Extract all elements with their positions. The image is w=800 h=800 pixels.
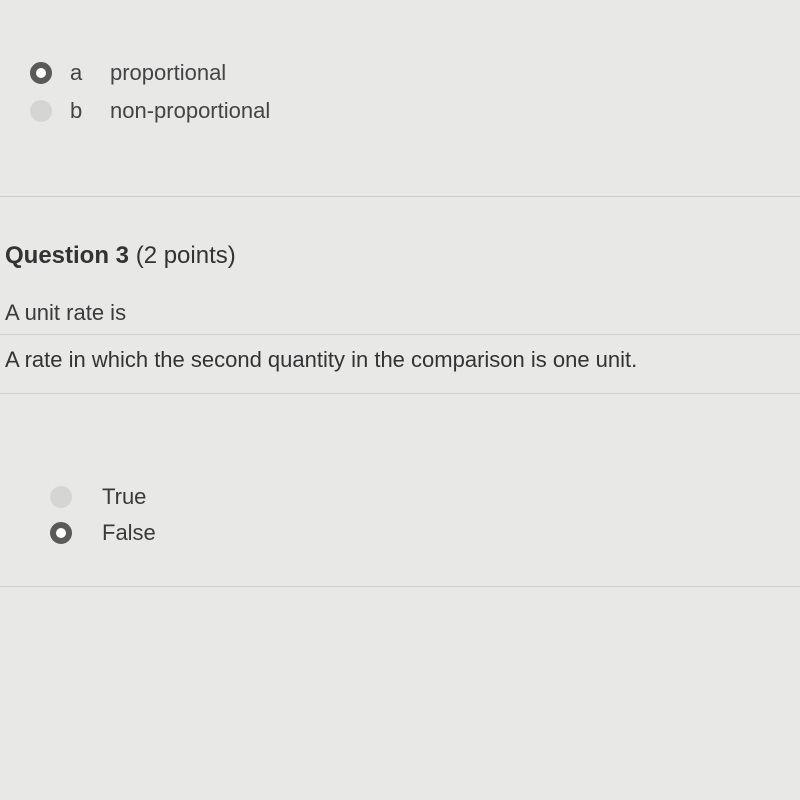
option-row-a[interactable]: a proportional [0, 60, 800, 86]
option-letter: b [70, 98, 110, 124]
true-false-answers: True False [0, 394, 800, 546]
answer-label: False [102, 520, 156, 546]
radio-unselected-icon[interactable] [30, 100, 52, 122]
previous-question-options: a proportional b non-proportional [0, 0, 800, 196]
answer-false[interactable]: False [50, 520, 800, 546]
radio-unselected-icon[interactable] [50, 486, 72, 508]
question-prompt: A unit rate is [0, 300, 800, 334]
question-statement: A rate in which the second quantity in t… [0, 335, 800, 393]
question-3-section: Question 3 (2 points) A unit rate is A r… [0, 197, 800, 587]
question-header: Question 3 (2 points) [0, 242, 800, 300]
thin-divider [0, 586, 800, 587]
radio-selected-icon[interactable] [30, 62, 52, 84]
answer-label: True [102, 484, 146, 510]
question-points: (2 points) [136, 242, 236, 269]
option-letter: a [70, 60, 110, 86]
question-title: Question 3 [5, 242, 129, 269]
radio-selected-icon[interactable] [50, 522, 72, 544]
option-label: proportional [110, 60, 226, 86]
answer-true[interactable]: True [50, 484, 800, 510]
option-label: non-proportional [110, 98, 270, 124]
option-row-b[interactable]: b non-proportional [0, 98, 800, 124]
quiz-container: a proportional b non-proportional Questi… [0, 0, 800, 587]
